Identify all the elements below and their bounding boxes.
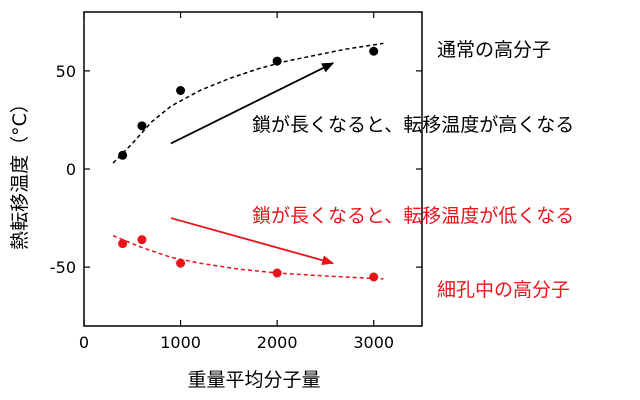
data-point-1 xyxy=(137,235,147,245)
data-points xyxy=(118,46,379,282)
y-tick-label: 0 xyxy=(66,160,76,179)
trend-line-1 xyxy=(112,235,384,280)
x-tick-label: 1000 xyxy=(160,333,201,352)
x-tick-label: 3000 xyxy=(353,333,394,352)
trend-arrow-0 xyxy=(170,62,335,145)
y-axis-title: 熱転移温度（°C） xyxy=(9,94,31,250)
data-point-0 xyxy=(176,86,186,95)
data-point-1 xyxy=(118,239,128,249)
data-point-1 xyxy=(369,272,379,282)
y-tick-label: -50 xyxy=(50,258,76,277)
data-point-1 xyxy=(272,268,282,278)
annotation-transition-lower: 鎖が長くなると、転移温度が低くなる xyxy=(252,205,574,227)
data-point-0 xyxy=(369,46,379,56)
annotation-transition-higher: 鎖が長くなると、転移温度が高くなる xyxy=(252,114,574,136)
annotation-normal-polymer: 通常の高分子 xyxy=(437,39,551,61)
trend-lines xyxy=(112,42,384,280)
x-tick-label: 0 xyxy=(79,333,89,352)
trend-arrow-1 xyxy=(170,217,335,266)
y-tick-label: 50 xyxy=(56,62,76,81)
x-tick-label: 2000 xyxy=(257,333,298,352)
data-point-0 xyxy=(137,121,147,131)
trend-arrows xyxy=(170,62,335,266)
x-axis-title: 重量平均分子量 xyxy=(187,369,320,391)
annotation-pore-polymer: 細孔中の高分子 xyxy=(437,279,570,301)
data-point-1 xyxy=(176,258,186,268)
data-point-0 xyxy=(118,150,128,160)
data-point-0 xyxy=(272,56,282,66)
trend-line-0 xyxy=(112,42,384,164)
axis-ticks: 0 1000 2000 3000 50 0 -50 xyxy=(50,12,422,352)
